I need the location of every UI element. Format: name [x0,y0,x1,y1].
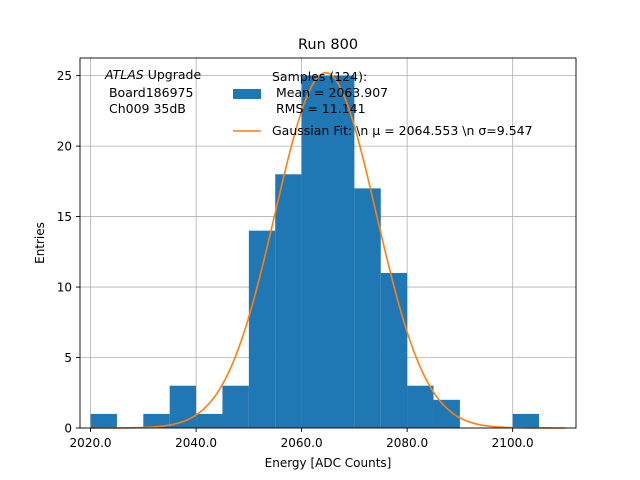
annotation-line-2: Board186975 [105,85,193,100]
x-tick-label: 2100.0 [492,436,534,450]
histogram-bar [328,75,355,428]
histogram-bar [275,174,302,428]
gaussian-fit-curve [90,72,566,429]
x-tick-label: 2080.0 [386,436,428,450]
x-axis-label: Energy [ADC Counts] [265,456,392,470]
y-axis-ticks: 0 5 10 15 20 25 [57,69,80,436]
legend-samples-line-1: Samples (124): [272,69,367,84]
legend-samples-line-2: Mean = 2063.907 [272,85,388,100]
y-tick-label: 15 [57,210,72,224]
y-axis-label: Entries [33,222,47,264]
histogram-bar [354,188,381,428]
annotation-line-3: Ch009 35dB [105,101,186,116]
histogram-bar [433,399,460,428]
x-axis-ticks: 2020.0 2040.0 2060.0 2080.0 2100.0 [70,428,534,450]
axes-frame [79,57,577,429]
y-tick-label: 25 [57,69,72,83]
histogram-bar [143,413,170,428]
legend-swatch-samples [233,89,261,99]
legend-fit-label: Gaussian Fit: \n μ = 2064.553 \n σ=9.547 [272,123,533,138]
annotation-line-1: ATLAS Upgrade [104,67,201,82]
histogram-bar [512,413,540,428]
x-tick-label: 2020.0 [70,436,112,450]
y-tick-label: 20 [57,140,72,154]
y-tick-label: 0 [64,422,72,436]
y-tick-label: 5 [64,351,72,365]
x-tick-label: 2060.0 [281,436,323,450]
chart-title: Run 800 [298,37,358,53]
x-tick-label: 2040.0 [175,436,217,450]
histogram-bar [301,75,328,428]
histogram-bar [407,385,434,428]
y-tick-label: 10 [57,281,72,295]
histogram-bar [196,413,223,428]
histogram-bar [90,413,117,428]
histogram-bars [90,75,540,428]
legend-samples-line-3: RMS = 11.141 [272,101,366,116]
atlas-annotation: ATLAS Upgrade Board186975 Ch009 35dB [104,67,201,116]
histogram-bar [222,385,249,428]
legend: Samples (124): Mean = 2063.907 RMS = 11.… [233,69,533,138]
histogram-bar [248,230,276,428]
histogram-bar [380,272,408,428]
